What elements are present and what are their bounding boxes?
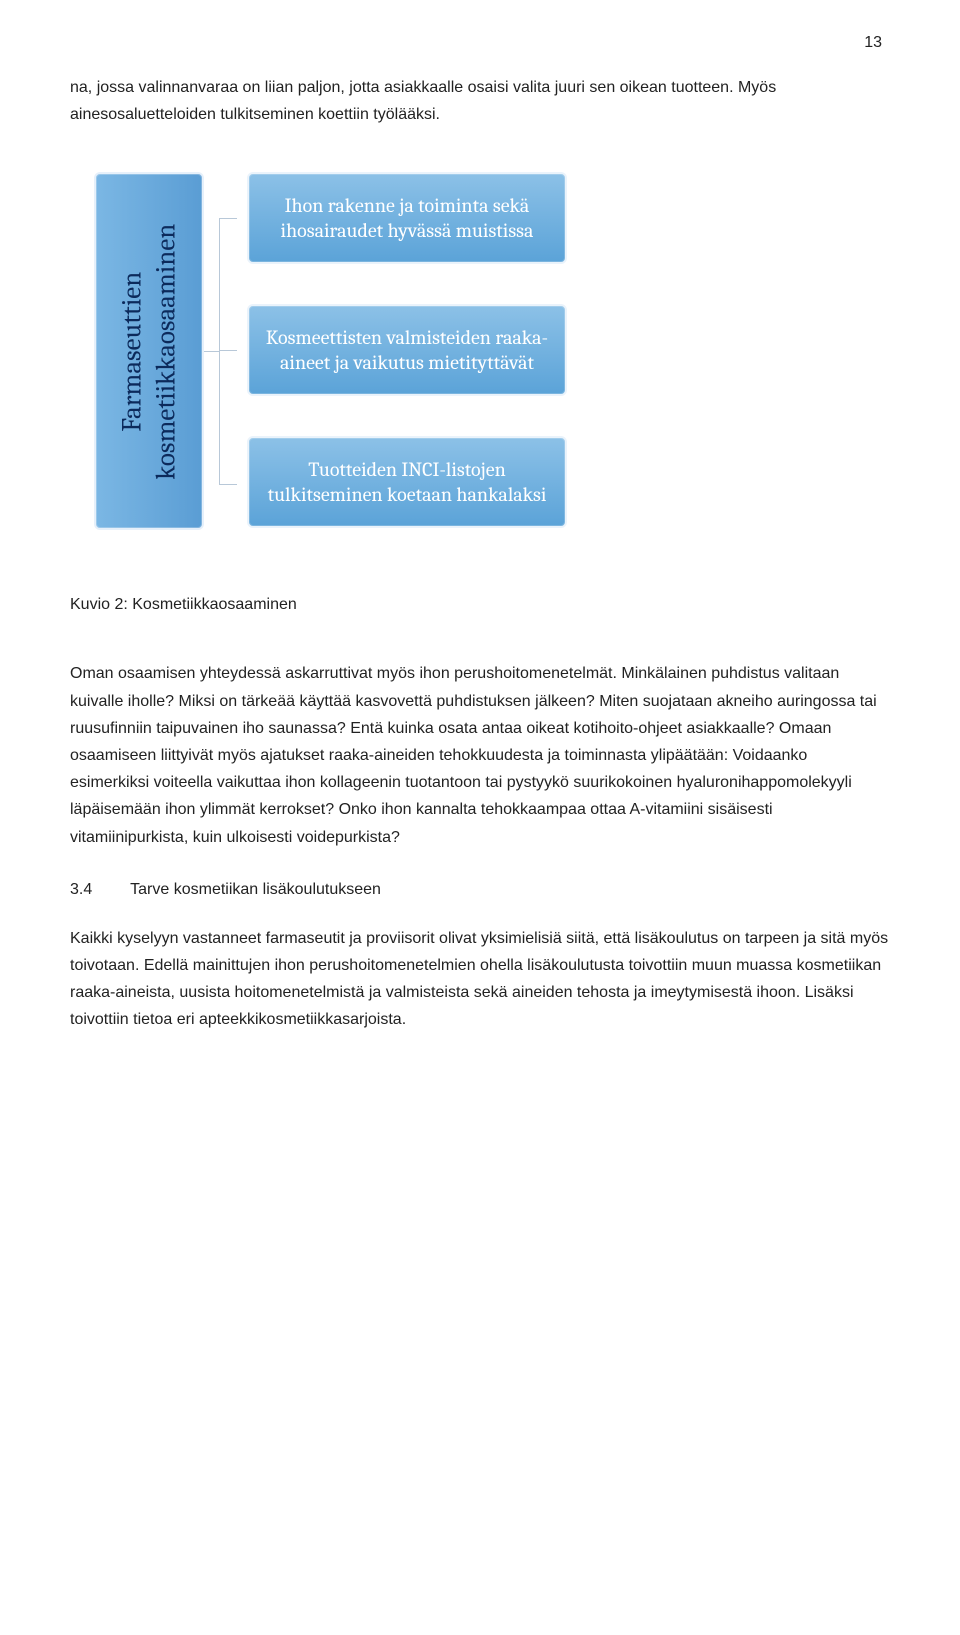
diagram-root-box: Farmaseuttien kosmetiikkaosaaminen	[94, 172, 204, 530]
diagram-root-line2: kosmetiikkaosaaminen	[150, 223, 181, 479]
paragraph-intro: na, jossa valinnanvaraa on liian paljon,…	[70, 74, 890, 128]
diagram-node: Tuotteiden INCI-listojen tulkitseminen k…	[247, 436, 567, 528]
page-number: 13	[864, 34, 882, 52]
diagram-caption: Kuvio 2: Kosmetiikkaosaaminen	[70, 596, 890, 614]
section-heading: 3.4 Tarve kosmetiikan lisäkoulutukseen	[70, 881, 890, 899]
page: 13 na, jossa valinnanvaraa on liian palj…	[0, 0, 960, 1103]
section-number: 3.4	[70, 881, 126, 899]
diagram-connector-branch	[219, 350, 237, 351]
paragraph-body: Oman osaamisen yhteydessä askarruttivat …	[70, 660, 890, 850]
paragraph-section: Kaikki kyselyyn vastanneet farmaseutit j…	[70, 925, 890, 1034]
diagram-root-label: Farmaseuttien kosmetiikkaosaaminen	[115, 223, 183, 479]
diagram-node: Kosmeettisten valmisteiden raaka-aineet …	[247, 304, 567, 396]
diagram-connector-root	[204, 351, 219, 352]
diagram-root-line1: Farmaseuttien	[116, 271, 147, 431]
diagram: Farmaseuttien kosmetiikkaosaaminen Ihon …	[64, 172, 890, 542]
diagram-connector-trunk	[219, 218, 220, 484]
diagram-connector-branch	[219, 484, 237, 485]
diagram-node: Ihon rakenne ja toiminta sekä ihosairaud…	[247, 172, 567, 264]
diagram-connector-branch	[219, 218, 237, 219]
section-title: Tarve kosmetiikan lisäkoulutukseen	[130, 881, 381, 898]
